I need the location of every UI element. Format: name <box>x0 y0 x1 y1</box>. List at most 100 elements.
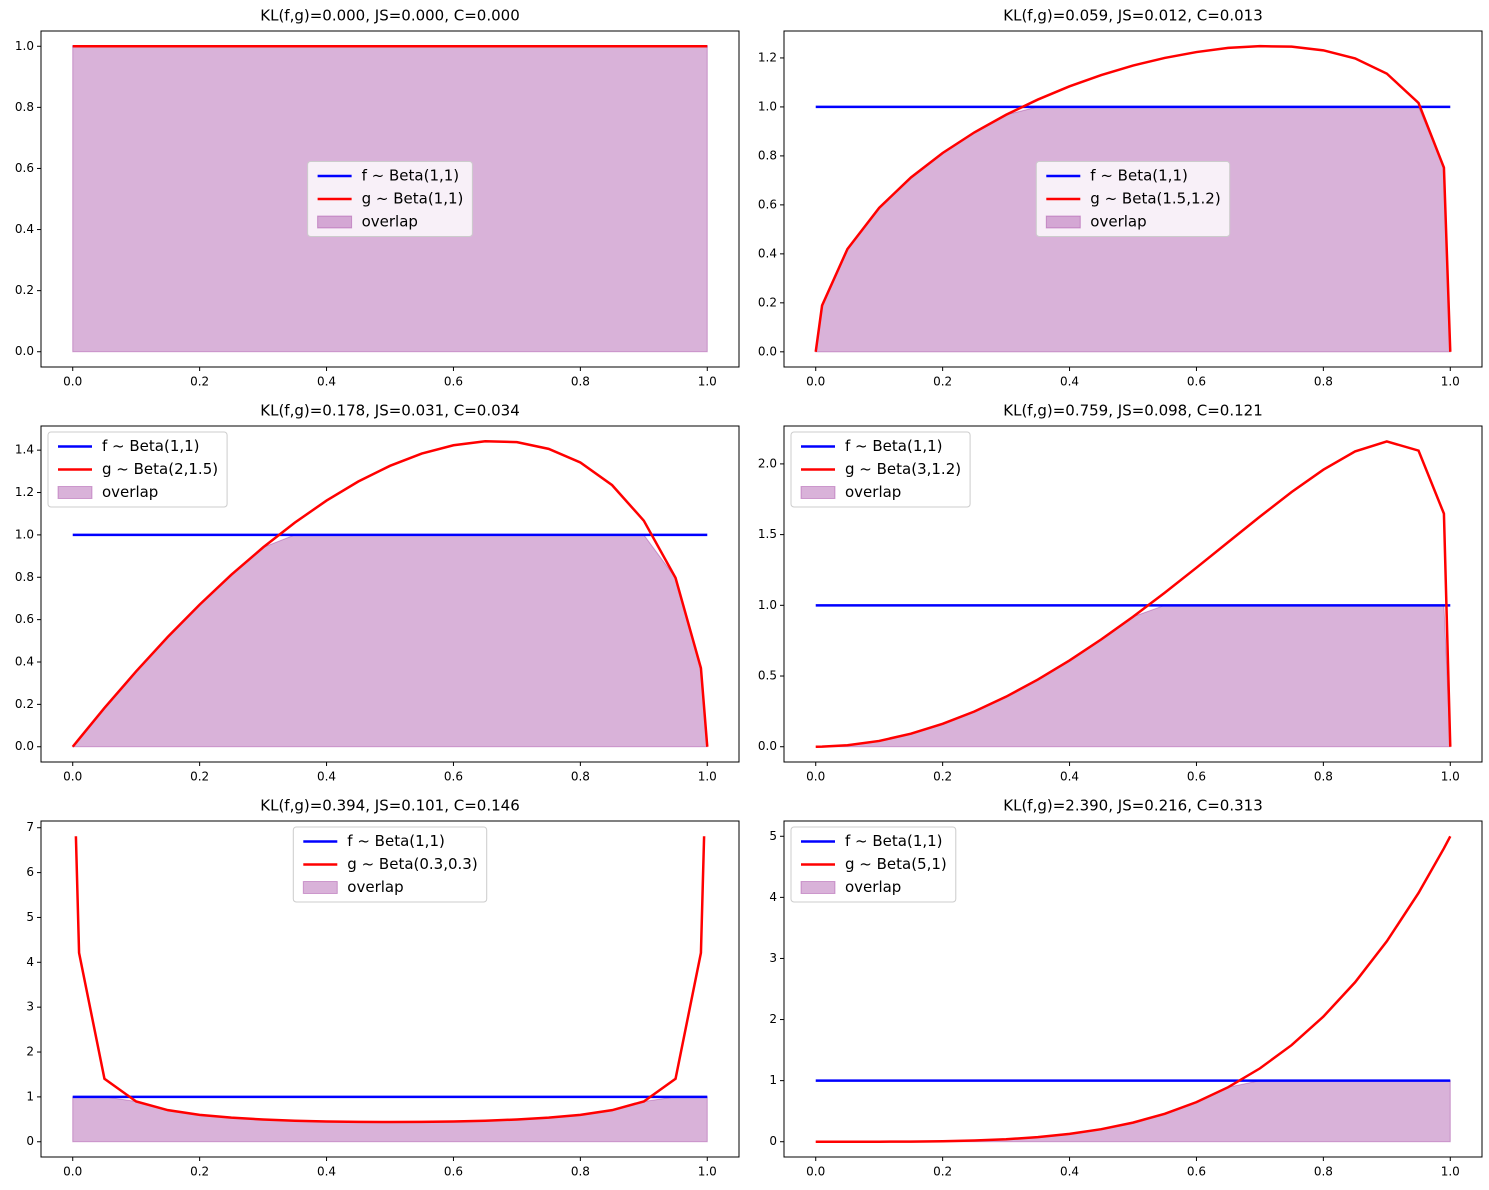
legend-swatch <box>317 215 353 229</box>
legend-label: f ~ Beta(1,1) <box>845 832 943 850</box>
y-tick-label: 0.8 <box>15 570 34 584</box>
x-tick-label: 0.8 <box>571 375 590 389</box>
y-tick-label: 4 <box>769 890 777 904</box>
legend-label: g ~ Beta(1.5,1.2) <box>1090 190 1220 208</box>
legend: f ~ Beta(1,1) g ~ Beta(0.3,0.3) overlap <box>292 826 488 903</box>
overlap-area <box>71 534 708 748</box>
y-tick-label: 5 <box>769 829 777 843</box>
legend-label: overlap <box>102 483 158 501</box>
legend-box <box>790 826 957 903</box>
y-tick-label: 1.0 <box>758 99 777 113</box>
x-tick-label: 0.8 <box>571 770 590 784</box>
subplot-title: KL(f,g)=0.178, JS=0.031, C=0.034 <box>260 402 520 420</box>
y-tick-label: 2 <box>769 1012 777 1026</box>
subplot: KL(f,g)=2.390, JS=0.216, C=0.313 0.0 0.2 0.… <box>769 797 1483 1179</box>
y-tick-label: 1.4 <box>15 443 34 457</box>
legend-label: f ~ Beta(1,1) <box>102 437 200 455</box>
overlap-area <box>815 1080 1451 1143</box>
overlap-area <box>815 604 1451 748</box>
y-tick-label: 0.0 <box>15 344 34 358</box>
y-tick-label: 0.8 <box>758 148 777 162</box>
x-tick-label: 0.8 <box>1314 770 1333 784</box>
y-tick-label: 1.0 <box>15 527 34 541</box>
legend-swatch <box>1045 215 1081 229</box>
legend-label: f ~ Beta(1,1) <box>845 437 943 455</box>
axes-frame <box>783 820 1483 1158</box>
density-line <box>815 440 1452 748</box>
axes-frame <box>783 425 1483 763</box>
y-tick-label: 1.2 <box>758 50 777 64</box>
subplot: KL(f,g)=0.178, JS=0.031, C=0.034 0.0 0.2 0.… <box>15 402 740 784</box>
x-tick-label: 0.6 <box>444 1165 463 1179</box>
y-tick-label: 0.5 <box>758 669 777 683</box>
x-tick-label: 1.0 <box>698 770 717 784</box>
x-tick-label: 0.0 <box>63 1165 82 1179</box>
y-tick-label: 0.0 <box>15 739 34 753</box>
x-tick-label: 0.4 <box>317 375 336 389</box>
subplot-title: KL(f,g)=2.390, JS=0.216, C=0.313 <box>1003 797 1263 815</box>
y-tick-label: 0.4 <box>758 246 777 260</box>
y-tick-label: 1 <box>769 1073 777 1087</box>
x-tick-label: 0.2 <box>190 770 209 784</box>
legend-label: g ~ Beta(0.3,0.3) <box>347 855 477 873</box>
x-tick-label: 0.8 <box>571 1165 590 1179</box>
x-tick-label: 0.0 <box>806 770 825 784</box>
axes-frame <box>40 30 740 368</box>
y-tick-label: 0.2 <box>758 295 777 309</box>
density-line <box>814 44 1452 352</box>
legend-swatch <box>302 881 338 894</box>
density-line <box>74 836 706 1124</box>
y-tick-label: 7 <box>26 820 34 834</box>
legend-label: f ~ Beta(1,1) <box>1090 167 1188 185</box>
legend-swatch <box>800 881 836 894</box>
x-tick-label: 1.0 <box>1441 375 1460 389</box>
legend-label: g ~ Beta(1,1) <box>362 190 464 208</box>
density-line <box>71 440 709 748</box>
y-tick-label: 4 <box>26 955 34 969</box>
legend-label: g ~ Beta(3,1.2) <box>845 460 961 478</box>
subplot-title: KL(f,g)=0.394, JS=0.101, C=0.146 <box>260 797 520 815</box>
y-tick-label: 6 <box>26 865 34 879</box>
y-tick-label: 0 <box>769 1134 777 1148</box>
y-tick-label: 0.0 <box>758 344 777 358</box>
density-line <box>815 835 1452 1143</box>
legend-box <box>307 161 473 237</box>
x-tick-label: 0.4 <box>317 770 336 784</box>
legend-swatch <box>800 486 836 499</box>
x-tick-label: 0.6 <box>1187 770 1206 784</box>
x-tick-label: 0.4 <box>1060 375 1079 389</box>
subplot: KL(f,g)=0.759, JS=0.098, C=0.121 0.0 0.2 0.… <box>758 402 1483 784</box>
legend-box <box>47 431 228 508</box>
x-tick-label: 0.8 <box>1314 375 1333 389</box>
x-tick-label: 0.2 <box>190 1165 209 1179</box>
subplot: KL(f,g)=0.000, JS=0.000, C=0.000 0.0 0.2 0.… <box>15 7 740 389</box>
plot-area <box>71 440 709 748</box>
y-tick-label: 0.8 <box>15 100 34 114</box>
subplot-title: KL(f,g)=0.759, JS=0.098, C=0.121 <box>1003 402 1263 420</box>
legend-label: overlap <box>845 878 901 896</box>
y-tick-label: 1 <box>26 1089 34 1103</box>
x-tick-label: 0.0 <box>63 770 82 784</box>
y-tick-label: 3 <box>769 951 777 965</box>
legend-label: f ~ Beta(1,1) <box>347 832 445 850</box>
subplot-title: KL(f,g)=0.059, JS=0.012, C=0.013 <box>1003 7 1263 25</box>
y-tick-label: 1.0 <box>15 39 34 53</box>
legend-box <box>1035 161 1231 237</box>
legend-label: g ~ Beta(2,1.5) <box>102 460 218 478</box>
legend-label: overlap <box>845 483 901 501</box>
x-tick-label: 0.0 <box>806 375 825 389</box>
x-tick-label: 0.4 <box>317 1165 336 1179</box>
x-tick-label: 0.6 <box>1187 375 1206 389</box>
x-tick-label: 1.0 <box>1441 770 1460 784</box>
y-tick-label: 0.6 <box>758 197 777 211</box>
x-tick-label: 1.0 <box>1441 1165 1460 1179</box>
overlap-area <box>72 1096 708 1143</box>
legend: f ~ Beta(1,1) g ~ Beta(2,1.5) overlap <box>47 431 228 508</box>
x-tick-label: 0.4 <box>1060 1165 1079 1179</box>
axes-frame <box>783 30 1483 368</box>
x-tick-label: 0.6 <box>444 375 463 389</box>
y-tick-label: 0.2 <box>15 283 34 297</box>
x-tick-label: 0.6 <box>1187 1165 1206 1179</box>
y-tick-label: 3 <box>26 1000 34 1014</box>
